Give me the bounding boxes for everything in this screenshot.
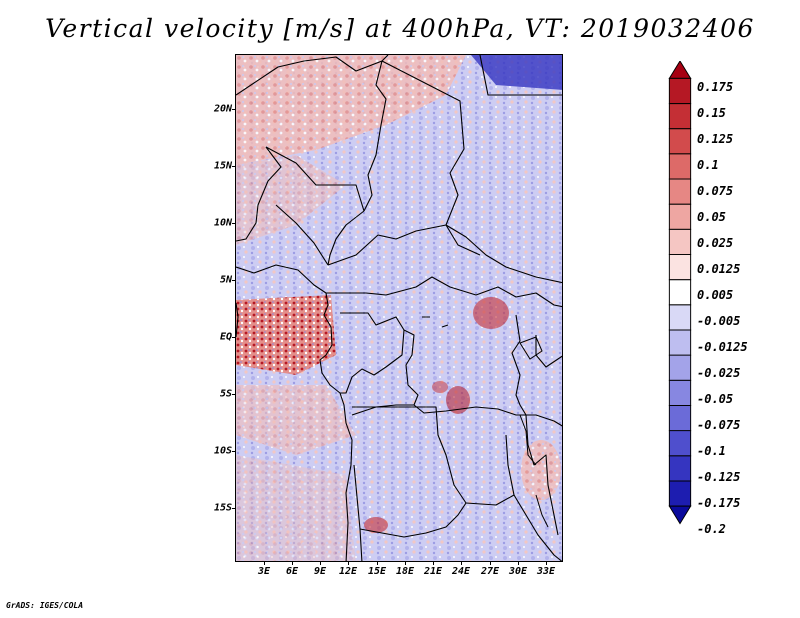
grads-credit: GrADS: IGES/COLA — [6, 601, 84, 610]
lat-tick — [232, 223, 236, 224]
lon-label-15e: 15E — [367, 566, 387, 577]
colorbar-bin — [668, 103, 692, 130]
colorbar-bin — [668, 405, 692, 432]
lat-tick — [232, 109, 236, 110]
lon-label-21e: 21E — [423, 566, 443, 577]
colorbar-label: -0.2 — [697, 522, 726, 536]
lakes — [422, 316, 549, 528]
colorbar-bin — [668, 61, 692, 79]
colorbar-bin — [668, 77, 692, 105]
colorbar-label: -0.1 — [697, 444, 726, 458]
colorbar-bin — [668, 430, 692, 457]
lon-tick — [461, 561, 462, 565]
colorbar-label: 0.125 — [697, 132, 734, 146]
lat-label-5n: 5N — [219, 274, 232, 286]
lat-label-10s: 10S — [213, 445, 232, 457]
lat-tick — [232, 337, 236, 338]
lon-tick — [377, 561, 378, 565]
lon-label-24e: 24E — [451, 566, 471, 577]
colorbar-label: -0.05 — [697, 392, 734, 406]
lon-tick — [348, 561, 349, 565]
colorbar-label: -0.075 — [697, 418, 741, 432]
lat-label-5s: 5S — [219, 388, 232, 400]
lat-tick — [232, 280, 236, 281]
lat-label-10n: 10N — [213, 217, 232, 229]
colorbar-bin — [668, 304, 692, 331]
colorbar-bin — [668, 228, 692, 256]
colorbar-label: 0.0125 — [697, 262, 741, 276]
lon-label-30e: 30E — [508, 566, 528, 577]
colorbar-label: -0.175 — [697, 496, 741, 510]
lat-tick — [232, 508, 236, 509]
map-panel[interactable] — [235, 54, 563, 562]
lon-tick — [292, 561, 293, 565]
lon-label-3e: 3E — [257, 566, 271, 577]
colorbar-label: 0.175 — [697, 80, 734, 94]
lat-tick — [232, 166, 236, 167]
lat-label-eq: EQ — [219, 331, 232, 343]
colorbar-bin — [668, 279, 692, 306]
chart-title: Vertical velocity [m/s] at 400hPa, VT: 2… — [45, 14, 755, 43]
colorbar-label: 0.075 — [697, 184, 734, 198]
colorbar-label: 0.15 — [697, 106, 726, 120]
lon-tick — [433, 561, 434, 565]
lat-label-15s: 15S — [213, 502, 232, 514]
lon-tick — [518, 561, 519, 565]
lon-label-33e: 33E — [536, 566, 556, 577]
colorbar-bin — [668, 203, 692, 230]
colorbar-label: 0.025 — [697, 236, 734, 250]
lon-tick — [264, 561, 265, 565]
country-borders — [236, 55, 562, 561]
colorbar-bin — [668, 329, 692, 356]
colorbar-bin — [668, 354, 692, 381]
colorbar-bin — [668, 455, 692, 482]
colorbar-label: 0.005 — [697, 288, 734, 302]
colorbar-label: -0.025 — [697, 366, 741, 380]
lon-label-9e: 9E — [313, 566, 327, 577]
lat-label-15n: 15N — [213, 160, 232, 172]
lat-label-20n: 20N — [213, 103, 232, 115]
colorbar-bin — [668, 128, 692, 155]
lat-tick — [232, 451, 236, 452]
colorbar-label: -0.125 — [697, 470, 741, 484]
lat-tick — [232, 394, 236, 395]
colorbar-bin — [668, 480, 692, 507]
lon-tick — [320, 561, 321, 565]
velocity-field-map — [236, 55, 562, 561]
vertical-velocity-field — [236, 55, 562, 561]
colorbar-label: 0.05 — [697, 210, 726, 224]
colorbar-label: -0.005 — [697, 314, 741, 328]
lon-tick — [405, 561, 406, 565]
colorbar-bin — [668, 254, 692, 281]
colorbar-bin — [668, 505, 692, 525]
colorbar-bin — [668, 379, 692, 406]
colorbar-bin — [668, 153, 692, 180]
lon-label-6e: 6E — [285, 566, 299, 577]
colorbar-label: 0.1 — [697, 158, 719, 172]
lon-label-12e: 12E — [338, 566, 358, 577]
lon-tick — [490, 561, 491, 565]
lon-tick — [546, 561, 547, 565]
lon-label-18e: 18E — [395, 566, 415, 577]
colorbar-bin — [668, 178, 692, 205]
lon-label-27e: 27E — [480, 566, 500, 577]
colorbar-label: -0.0125 — [697, 340, 748, 354]
colorbar — [668, 61, 692, 525]
